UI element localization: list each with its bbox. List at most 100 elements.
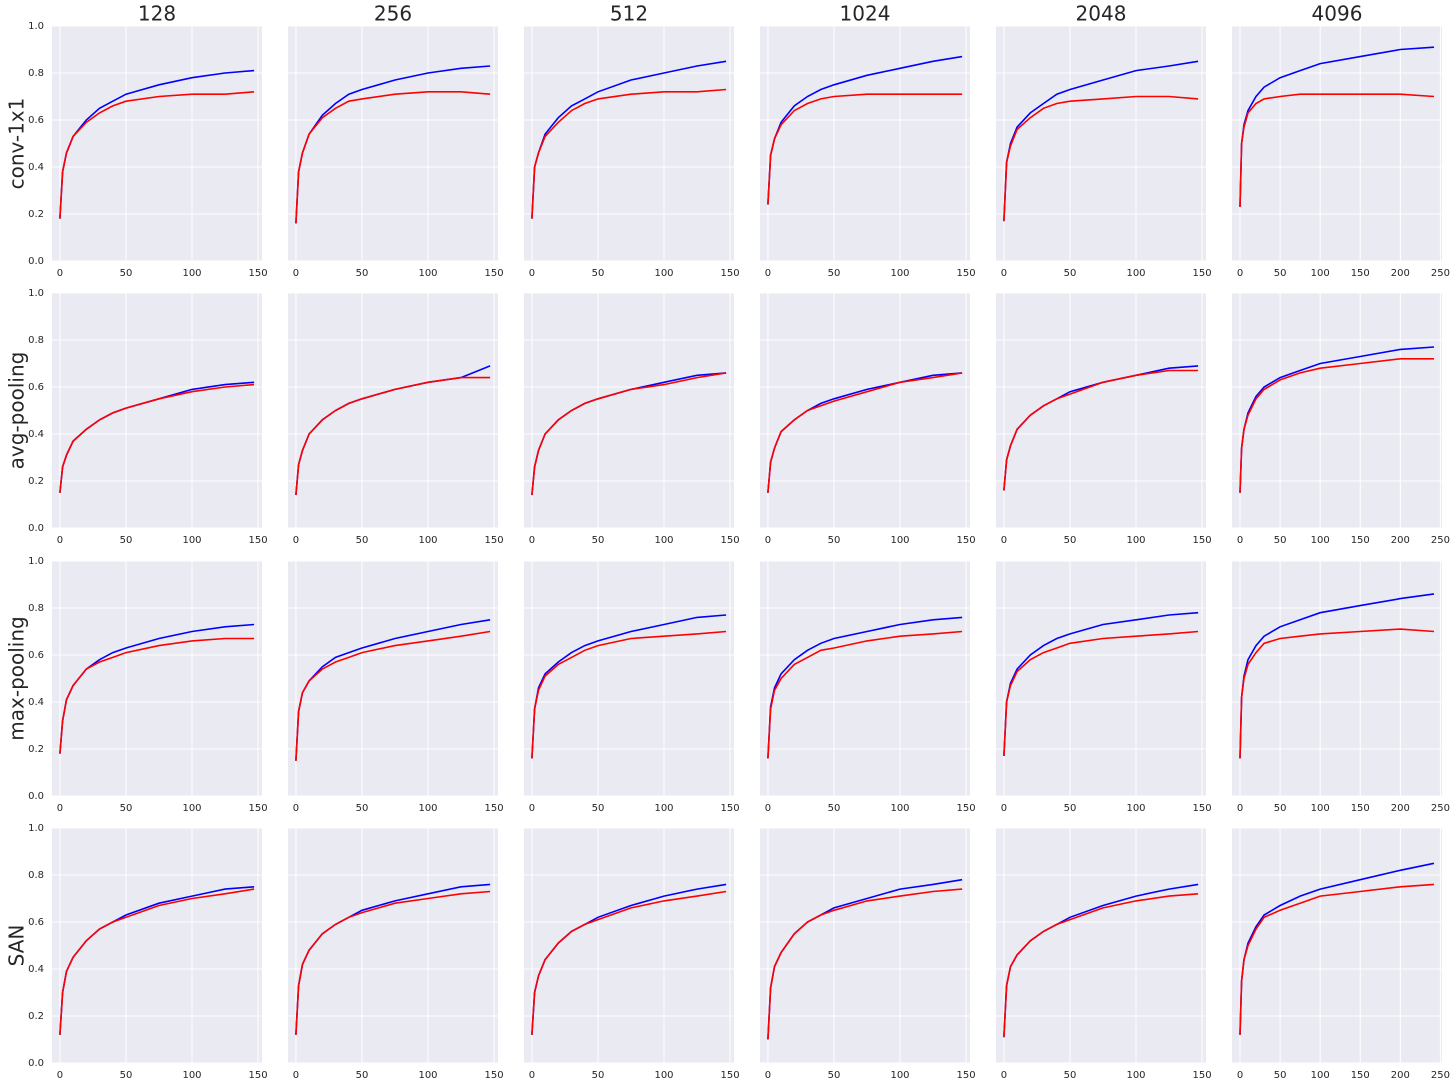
x-tick-label: 50: [1274, 535, 1287, 546]
line-series: [1003, 893, 1199, 1038]
x-tick-label: 150: [248, 268, 267, 279]
x-tick-label: 100: [418, 1070, 437, 1081]
x-tick-label: 150: [1192, 268, 1211, 279]
x-tick-label: 250: [1431, 535, 1450, 546]
x-tick-label: 100: [1311, 803, 1330, 814]
plot-area: [760, 26, 970, 261]
x-tick-label: 150: [720, 1070, 739, 1081]
plot-area: [288, 26, 498, 261]
x-tick-label: 0: [765, 1070, 771, 1081]
plot-area: [1232, 828, 1442, 1063]
x-tick-label: 150: [1351, 803, 1370, 814]
column-title: 256: [374, 2, 412, 26]
x-tick-label: 0: [1001, 268, 1007, 279]
row-label: avg-pooling: [5, 352, 29, 470]
x-tick-label: 50: [1064, 268, 1077, 279]
plot-area: [524, 828, 734, 1063]
line-series: [295, 376, 491, 496]
x-tick-label: 0: [529, 803, 535, 814]
x-tick-label: 50: [1064, 1070, 1077, 1081]
x-tick-label: 150: [956, 803, 975, 814]
line-series: [59, 383, 255, 493]
x-tick-label: 0: [57, 803, 63, 814]
x-tick-label: 50: [356, 535, 369, 546]
plot-area: [996, 828, 1206, 1063]
line-series: [1003, 369, 1199, 491]
plot-area: [288, 561, 498, 796]
plot-area: [524, 293, 734, 528]
y-tick-label: 0.0: [28, 523, 44, 534]
x-tick-label: 100: [182, 803, 201, 814]
x-tick-label: 100: [1311, 535, 1330, 546]
y-tick-label: 0.6: [28, 650, 44, 661]
y-tick-label: 0.8: [28, 68, 44, 79]
plot-area: [996, 26, 1206, 261]
x-tick-label: 100: [182, 1070, 201, 1081]
line-series: [1003, 95, 1199, 222]
x-tick-label: 150: [1351, 535, 1370, 546]
column-title: 512: [610, 2, 648, 26]
x-tick-label: 150: [1192, 535, 1211, 546]
x-tick-label: 200: [1391, 535, 1410, 546]
x-tick-label: 100: [890, 1070, 909, 1081]
column-title: 2048: [1076, 2, 1127, 26]
plot-area: [1232, 26, 1442, 261]
x-tick-label: 200: [1391, 1070, 1410, 1081]
y-tick-label: 1.0: [28, 288, 44, 299]
y-tick-label: 0.2: [28, 209, 44, 220]
y-tick-label: 0.0: [28, 791, 44, 802]
x-tick-label: 200: [1391, 803, 1410, 814]
x-tick-label: 50: [592, 535, 605, 546]
x-tick-label: 50: [356, 803, 369, 814]
x-tick-label: 0: [765, 268, 771, 279]
y-tick-label: 0.6: [28, 115, 44, 126]
x-tick-label: 100: [654, 1070, 673, 1081]
line-series: [59, 637, 255, 754]
line-series: [295, 630, 491, 761]
y-tick-label: 0.2: [28, 476, 44, 487]
line-series: [295, 890, 491, 1035]
x-tick-label: 150: [248, 803, 267, 814]
x-tick-label: 0: [1237, 535, 1243, 546]
line-series: [1239, 628, 1435, 759]
line-series: [767, 372, 963, 493]
x-tick-label: 150: [1192, 1070, 1211, 1081]
plot-area: [288, 293, 498, 528]
x-tick-label: 50: [592, 803, 605, 814]
column-title: 1024: [840, 2, 891, 26]
line-series: [531, 630, 727, 759]
x-tick-label: 0: [57, 535, 63, 546]
x-tick-label: 250: [1431, 803, 1450, 814]
y-tick-label: 0.6: [28, 917, 44, 928]
y-tick-label: 0.4: [28, 697, 44, 708]
y-tick-label: 0.8: [28, 335, 44, 346]
x-tick-label: 0: [1001, 535, 1007, 546]
plot-area: [52, 828, 262, 1063]
line-series: [1239, 93, 1435, 207]
x-tick-label: 50: [828, 1070, 841, 1081]
x-tick-label: 50: [356, 268, 369, 279]
plot-area: [52, 561, 262, 796]
line-series: [295, 91, 491, 224]
line-series: [59, 888, 255, 1035]
x-tick-label: 100: [654, 268, 673, 279]
x-tick-label: 250: [1431, 1070, 1450, 1081]
x-tick-label: 50: [356, 1070, 369, 1081]
line-series: [1239, 883, 1435, 1035]
x-tick-label: 50: [592, 268, 605, 279]
x-tick-label: 150: [720, 803, 739, 814]
x-tick-label: 50: [1274, 1070, 1287, 1081]
column-title: 4096: [1312, 2, 1363, 26]
plot-area: [760, 561, 970, 796]
x-tick-label: 50: [1274, 803, 1287, 814]
y-tick-label: 0.0: [28, 256, 44, 267]
x-tick-label: 150: [484, 535, 503, 546]
plot-area: [288, 828, 498, 1063]
x-tick-label: 100: [1311, 268, 1330, 279]
y-tick-label: 0.8: [28, 870, 44, 881]
plot-area: [52, 26, 262, 261]
plot-area: [760, 293, 970, 528]
plot-area: [1232, 293, 1442, 528]
x-tick-label: 100: [418, 803, 437, 814]
y-tick-label: 0.4: [28, 162, 44, 173]
